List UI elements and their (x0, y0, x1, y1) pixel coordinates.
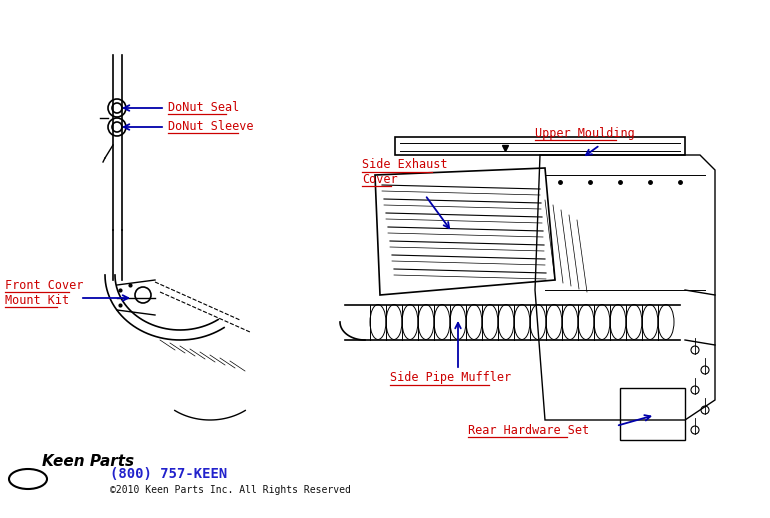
Text: Rear Hardware Set: Rear Hardware Set (468, 424, 589, 437)
Text: Side Exhaust
Cover: Side Exhaust Cover (362, 158, 447, 186)
Bar (395, 137, 685, 155)
Bar (620, 388, 685, 440)
Text: Upper Moulding: Upper Moulding (535, 126, 634, 139)
Text: ©2010 Keen Parts Inc. All Rights Reserved: ©2010 Keen Parts Inc. All Rights Reserve… (110, 485, 351, 495)
Text: Side Pipe Muffler: Side Pipe Muffler (390, 371, 511, 384)
Text: Front Cover
Mount Kit: Front Cover Mount Kit (5, 279, 83, 307)
Text: DoNut Seal: DoNut Seal (168, 100, 239, 113)
Text: Keen Parts: Keen Parts (42, 454, 134, 469)
Text: DoNut Sleeve: DoNut Sleeve (168, 120, 253, 133)
Text: (800) 757-KEEN: (800) 757-KEEN (110, 467, 227, 481)
